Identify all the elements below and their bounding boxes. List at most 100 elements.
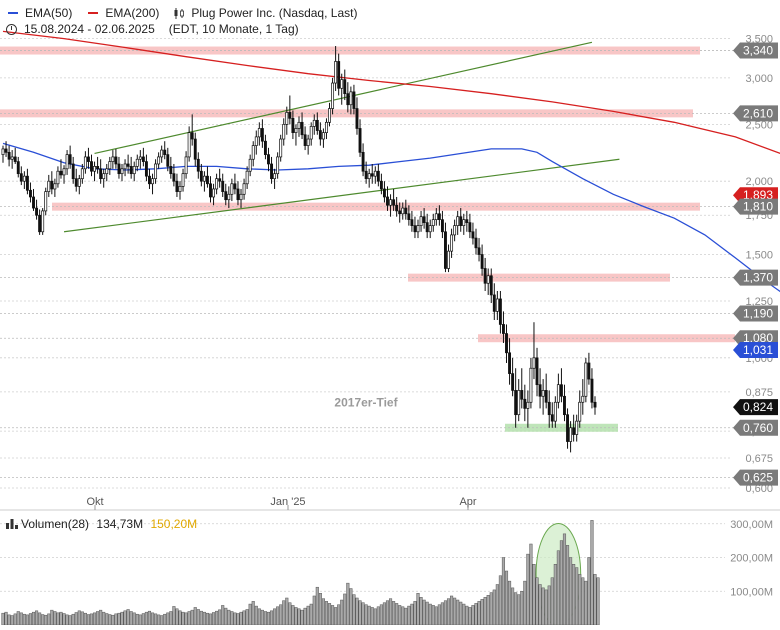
candle-body bbox=[456, 216, 460, 226]
volume-bar bbox=[477, 601, 481, 626]
candle bbox=[29, 182, 32, 203]
volume-bar bbox=[35, 610, 39, 626]
volume-bar bbox=[392, 601, 396, 626]
volume-bar bbox=[273, 608, 277, 626]
candle bbox=[7, 145, 11, 167]
volume-bar bbox=[437, 604, 441, 626]
candle-body bbox=[508, 352, 512, 374]
candle bbox=[550, 402, 554, 428]
price-tag-label: 1,810 bbox=[743, 200, 773, 214]
y-tick-label: 3,000 bbox=[745, 73, 773, 85]
candle bbox=[291, 110, 295, 140]
volume-bar bbox=[364, 604, 368, 626]
candle bbox=[65, 150, 69, 175]
candle-body bbox=[233, 183, 237, 190]
candle-body bbox=[434, 213, 438, 220]
candle-body bbox=[465, 219, 469, 223]
volume-bar bbox=[352, 594, 356, 626]
candle bbox=[267, 147, 270, 172]
candle bbox=[404, 199, 408, 220]
volume-bar bbox=[242, 610, 246, 626]
price-tag-bg bbox=[733, 419, 778, 436]
candle bbox=[325, 118, 328, 140]
trend-channel-line bbox=[94, 41, 593, 155]
candle bbox=[294, 124, 298, 146]
candle bbox=[288, 95, 292, 125]
volume-bar bbox=[572, 564, 576, 626]
volume-bar bbox=[440, 602, 444, 626]
volume-bar bbox=[456, 599, 460, 626]
candle-body bbox=[575, 420, 579, 435]
candle bbox=[144, 154, 148, 182]
candle bbox=[425, 213, 429, 239]
volume-bar bbox=[514, 592, 518, 626]
volume-bar bbox=[138, 614, 142, 626]
candle bbox=[212, 183, 216, 206]
candle bbox=[398, 202, 402, 223]
candle-body bbox=[480, 254, 484, 269]
candle-body bbox=[141, 156, 145, 162]
candle-body bbox=[498, 298, 502, 325]
volume-bar bbox=[218, 609, 222, 626]
candle-body bbox=[172, 173, 176, 182]
volume-bar bbox=[65, 614, 69, 626]
candle-body bbox=[523, 398, 527, 409]
volume-bar bbox=[190, 609, 194, 626]
candle-body bbox=[108, 161, 112, 170]
candle bbox=[13, 147, 17, 164]
volume-bar bbox=[117, 612, 121, 626]
candle-body bbox=[538, 384, 542, 397]
candle bbox=[111, 150, 115, 169]
volume-bar bbox=[300, 609, 304, 626]
candle-body bbox=[593, 401, 597, 408]
volume-bar bbox=[16, 611, 20, 626]
volume-bar bbox=[129, 611, 133, 626]
candle bbox=[526, 390, 530, 428]
candle bbox=[328, 102, 331, 127]
volume-bar bbox=[565, 545, 570, 626]
candle bbox=[431, 213, 435, 232]
legend-row-range: 15.08.2024 - 02.06.2025 (EDT, 10 Monate,… bbox=[6, 21, 357, 37]
candle-body bbox=[29, 189, 32, 198]
candle bbox=[83, 151, 87, 174]
candle bbox=[59, 159, 63, 179]
candle-body bbox=[398, 210, 402, 215]
candle-body bbox=[404, 207, 408, 215]
candle bbox=[538, 368, 542, 409]
candle bbox=[523, 384, 527, 422]
annotation-label: 2017er-Tief bbox=[334, 395, 398, 409]
candlestick-icon bbox=[174, 7, 185, 19]
price-tag-label: 2,610 bbox=[743, 106, 773, 120]
candle-body bbox=[468, 222, 472, 233]
volume-bar bbox=[498, 575, 502, 626]
candle bbox=[273, 168, 277, 189]
price-grid bbox=[0, 38, 730, 489]
candle-body bbox=[181, 173, 185, 187]
candle bbox=[413, 216, 417, 239]
volume-bar bbox=[474, 603, 478, 626]
volume-bar bbox=[199, 610, 203, 626]
volume-bar bbox=[163, 613, 167, 626]
volume-bar bbox=[288, 602, 292, 626]
candle bbox=[245, 166, 249, 189]
volume-bar bbox=[343, 593, 347, 626]
candle-body bbox=[38, 214, 42, 233]
candle bbox=[279, 134, 283, 162]
candle-body bbox=[166, 154, 170, 167]
volume-bar bbox=[416, 593, 420, 626]
price-tag: 1,190 bbox=[733, 305, 778, 322]
candle bbox=[251, 141, 255, 167]
price-tag-bg bbox=[733, 305, 778, 322]
candle bbox=[248, 154, 252, 177]
candle-body bbox=[102, 173, 106, 180]
candle-body bbox=[541, 390, 545, 397]
candle-body bbox=[148, 175, 151, 185]
candle-body bbox=[50, 180, 54, 190]
candle-body bbox=[569, 427, 573, 442]
price-tag: 0,625 bbox=[733, 469, 778, 486]
y-tick-label: 0,600 bbox=[745, 483, 773, 495]
candle-body bbox=[206, 175, 209, 185]
volume-bar bbox=[187, 611, 191, 626]
price-tag: 3,340 bbox=[733, 42, 778, 59]
candle bbox=[379, 173, 383, 195]
